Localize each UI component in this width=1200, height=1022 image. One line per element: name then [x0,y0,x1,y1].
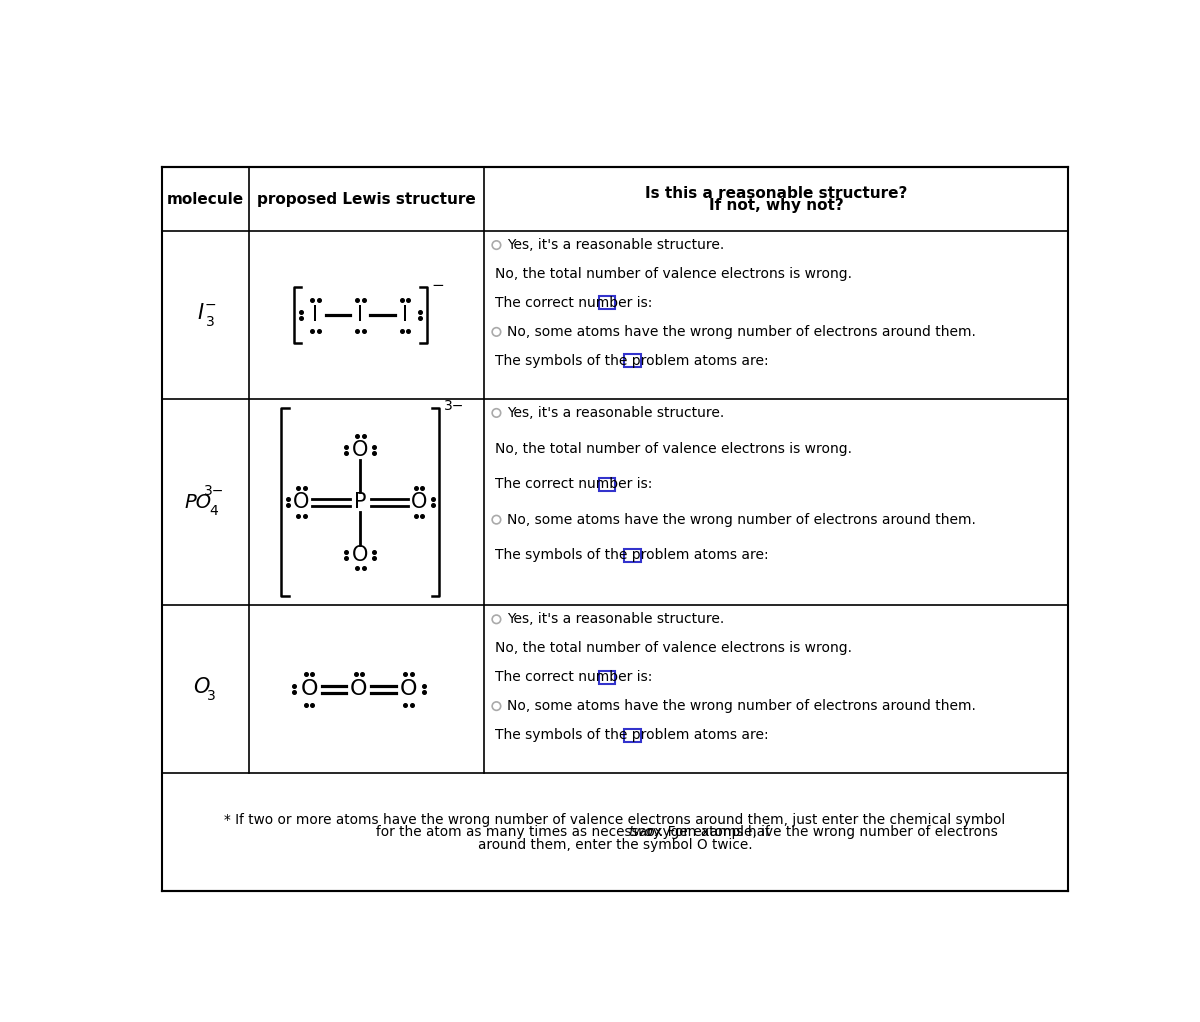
Bar [624,729,641,742]
Text: O: O [353,439,368,460]
Text: O: O [350,680,367,699]
Text: PO: PO [185,493,212,512]
Text: No, the total number of valence electrons is wrong.: No, the total number of valence electron… [494,442,852,456]
Text: 3−: 3− [204,484,224,499]
Text: O: O [353,545,368,564]
Bar [624,355,641,367]
Text: Yes, it's a reasonable structure.: Yes, it's a reasonable structure. [508,238,725,252]
Text: The symbols of the problem atoms are:: The symbols of the problem atoms are: [494,728,768,742]
Text: No, some atoms have the wrong number of electrons around them.: No, some atoms have the wrong number of … [508,513,976,526]
Text: The correct number is:: The correct number is: [494,477,653,492]
Text: No, the total number of valence electrons is wrong.: No, the total number of valence electron… [494,641,852,655]
Text: O: O [193,677,210,697]
Text: The symbols of the problem atoms are:: The symbols of the problem atoms are: [494,354,768,368]
Text: O: O [400,680,418,699]
Text: If not, why not?: If not, why not? [709,198,844,213]
Text: −: − [432,278,444,293]
Text: Yes, it's a reasonable structure.: Yes, it's a reasonable structure. [508,612,725,626]
Text: 3−: 3− [444,399,464,413]
Text: proposed Lewis structure: proposed Lewis structure [257,192,476,206]
Text: The correct number is:: The correct number is: [494,670,653,684]
Bar [599,670,616,684]
Bar [599,296,616,310]
Text: P: P [354,493,367,512]
Bar [624,549,641,562]
Text: The symbols of the problem atoms are:: The symbols of the problem atoms are: [494,548,768,562]
Text: * If two or more atoms have the wrong number of valence electrons around them, j: * If two or more atoms have the wrong nu… [224,812,1006,827]
Text: No, some atoms have the wrong number of electrons around them.: No, some atoms have the wrong number of … [508,699,976,713]
Text: −: − [204,297,216,312]
Text: I: I [402,306,408,325]
Text: I: I [198,303,204,323]
Text: oxygen atoms have the wrong number of electrons: oxygen atoms have the wrong number of el… [642,825,997,839]
Text: 3: 3 [206,689,215,703]
Text: around them, enter the symbol O twice.: around them, enter the symbol O twice. [478,837,752,851]
Text: No, the total number of valence electrons is wrong.: No, the total number of valence electron… [494,267,852,281]
Text: I: I [312,306,318,325]
Text: The correct number is:: The correct number is: [494,296,653,310]
Text: Is this a reasonable structure?: Is this a reasonable structure? [646,186,907,200]
Text: I: I [358,306,364,325]
Text: No, some atoms have the wrong number of electrons around them.: No, some atoms have the wrong number of … [508,325,976,339]
Text: O: O [293,493,310,512]
Text: molecule: molecule [167,192,244,206]
Bar [599,477,616,491]
Text: for the atom as many times as necessary. For example, if: for the atom as many times as necessary.… [376,825,774,839]
Text: O: O [300,680,318,699]
Text: Yes, it's a reasonable structure.: Yes, it's a reasonable structure. [508,406,725,420]
Text: two: two [629,825,653,839]
Text: 4: 4 [210,504,218,518]
Text: O: O [412,493,427,512]
Text: 3: 3 [205,315,215,329]
